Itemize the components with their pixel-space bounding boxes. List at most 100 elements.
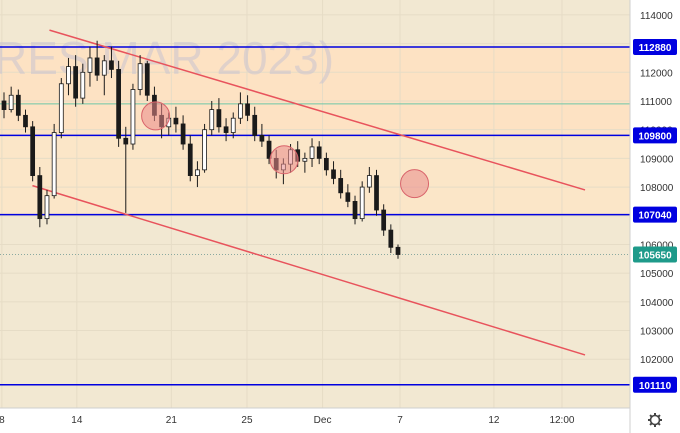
price-tag-label: 112880 [639,43,672,54]
price-tick-label: 111000 [640,97,672,108]
highlight-circle[interactable] [400,169,430,199]
price-tag-bg [633,246,677,263]
price-tag-label: 109800 [638,131,672,142]
candle-body [345,192,351,202]
price-tag-bg [633,127,677,144]
candle-body [266,140,272,159]
price-tag-bg [633,206,677,223]
price-tag-bg [633,376,677,393]
highlight-markers[interactable] [141,101,430,199]
gear-hub [649,414,661,426]
candle-body [30,126,36,176]
candle-body [144,63,150,96]
candle-body [323,157,329,171]
price-tag: 109800 [633,127,677,144]
time-tick-label: 14 [71,415,83,426]
candle-body [209,109,215,131]
candle-body [302,157,308,162]
candle-body [130,89,136,145]
candle-body [202,129,207,171]
price-tag-bg [633,39,677,56]
price-tick-label: 103000 [640,327,674,338]
time-axis-area [0,408,630,433]
candle-body [338,178,344,194]
price-tag-label: 101110 [639,381,672,392]
candle-body [238,103,243,119]
candle-body [51,132,57,197]
price-tick-label: 112000 [640,68,673,79]
price-tick-label: 104000 [640,298,674,309]
chart-watermark: RES MAR 2023) [0,32,334,84]
candle-body [8,94,14,110]
time-tick-label: Dec [314,415,332,426]
candle-body [23,114,28,128]
highlight-zone [0,135,630,215]
price-tick-label: 102000 [640,355,674,366]
candle-body [259,135,265,142]
candle-body [180,123,186,145]
candle-body [73,66,79,99]
candle-body [80,71,86,99]
candle-body [123,137,129,145]
price-tag: 105650 [633,246,677,263]
time-tick-label: 12 [488,415,500,426]
price-tick-label: 106000 [640,240,674,251]
candle-body [94,57,100,76]
price-tag: 107040 [633,206,677,223]
price-tick-label: 105000 [640,269,674,280]
price-tag: 112880 [633,39,677,56]
time-tick-label: 7 [397,415,403,426]
price-tick-label: 114000 [640,11,673,22]
candle-body [230,117,236,133]
candle-body [173,117,179,125]
candle-body [137,63,143,90]
settings-gear-icon[interactable] [648,413,662,427]
price-tags: 112880 109800 107040 101110 105650 [633,39,677,393]
time-axis[interactable]: 8 14 21 25 Dec 7 12 12:00 [0,407,630,426]
channel-line[interactable] [32,184,586,356]
candle-body [37,175,43,220]
candle-body [223,126,229,133]
time-tick-label: 25 [241,415,253,426]
price-tick-label: 109000 [640,154,674,165]
time-tick-label: 12:00 [549,415,574,426]
candle-body [187,143,193,176]
price-tag-label: 107040 [638,211,672,222]
candle-body [316,146,322,159]
candle-body [252,114,258,136]
trend-channel[interactable] [32,29,586,356]
candle-body [374,175,379,211]
candle-body [87,57,93,73]
candle-body [195,169,200,176]
candle-body [101,60,107,76]
candle-body [245,103,250,116]
candle-body [44,195,50,220]
candle-body [381,209,387,231]
candle-body [58,83,64,133]
candle-body [309,146,315,159]
time-tick-label: 21 [166,415,178,426]
candle-body [116,69,121,139]
candle-body [366,175,372,188]
candle-body [1,100,7,110]
candle-body [388,229,394,248]
vertical-gridlines [1,0,563,408]
highlight-circle[interactable] [269,145,299,175]
price-tick-label: 108000 [640,183,674,194]
candle-body [216,109,222,128]
candle-body [331,169,336,179]
highlight-circle[interactable] [141,101,171,131]
price-tag-label: 105650 [638,250,672,261]
candle-body [359,186,365,220]
horizontal-gridlines [0,14,630,360]
candle-body [109,60,114,70]
candle-body [395,246,401,255]
channel-line[interactable] [49,29,586,191]
price-tag: 101110 [633,376,677,393]
candle-body [352,201,358,220]
candle-body [66,66,71,85]
candle-body [15,94,21,116]
time-tick-label: 8 [0,415,5,426]
